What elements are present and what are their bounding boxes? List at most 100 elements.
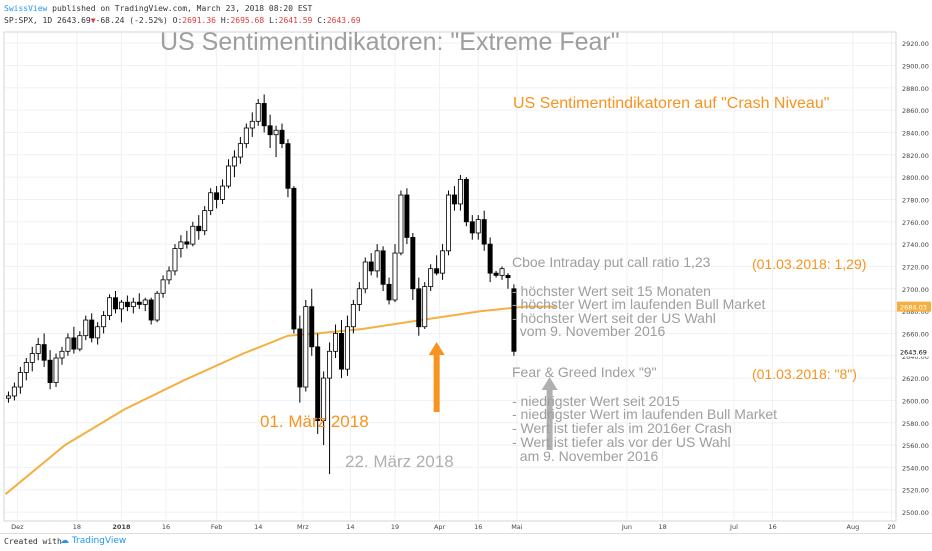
candle-body: [267, 125, 273, 136]
candle-body: [434, 268, 440, 274]
candle: [160, 275, 166, 298]
symbol-legend: SP:SPX, 1D 2643.69▼-68.24 (-2.52%) O:269…: [4, 16, 361, 25]
candle-body: [243, 127, 249, 145]
candle: [29, 346, 35, 372]
price-tick-label: 2600.00: [902, 397, 929, 405]
candle: [273, 125, 279, 158]
candle: [255, 98, 261, 126]
candle-body: [160, 279, 166, 294]
orange-arrow-label: 01. März 2018: [260, 412, 369, 431]
created-with-label: Created with: [4, 537, 62, 546]
gray-arrow: [541, 377, 558, 450]
axes: 2500.00 2520.00 2540.00 2560.00 2580.00 2600.…: [3, 31, 931, 531]
price-tick-label: 2580.00: [902, 420, 929, 428]
price-chart[interactable]: 2500.00 2520.00 2540.00 2560.00 2580.00 2600.…: [0, 0, 932, 532]
chart-subtitle: US Sentimentindikatoren auf "Crash Nivea…: [513, 95, 830, 112]
tradingview-logo[interactable]: ☁ TradingView: [60, 536, 126, 546]
candle: [410, 232, 416, 300]
candle-body: [368, 261, 374, 272]
candle: [446, 190, 451, 256]
chart-grid: [4, 32, 896, 521]
candle: [309, 288, 315, 356]
candle: [53, 353, 59, 388]
candle: [154, 291, 160, 323]
candle-body: [65, 337, 71, 352]
candle-body: [392, 252, 398, 301]
candle-body: [208, 192, 214, 212]
fg-compare: (01.03.2018: "8"): [752, 366, 857, 382]
candle-body: [5, 395, 11, 399]
candle-body: [511, 288, 517, 352]
candle-body: [493, 272, 499, 276]
candle: [303, 299, 309, 392]
last-price-tag-text: 2643.69: [900, 349, 927, 357]
date-tick-label: 19: [391, 523, 399, 531]
ma-price-tag-text: 2684.03: [900, 304, 927, 312]
candle-body: [47, 359, 53, 383]
price-tick-label: 2820.00: [902, 152, 929, 160]
putcall-line-3: - höchster Wert seit der US Wahl: [512, 310, 716, 326]
fg-heading: Fear & Greed Index "9": [512, 364, 657, 380]
candle: [285, 139, 291, 198]
footer: Created with ☁ TradingView: [0, 533, 932, 551]
plot-frame: [3, 31, 897, 522]
candle-body: [440, 250, 446, 274]
date-tick-label: 16: [474, 523, 482, 531]
open-value: 2691.36: [182, 16, 216, 25]
candle: [101, 311, 107, 334]
symbol-label[interactable]: SP:SPX, 1D: [4, 16, 53, 25]
candle-body: [350, 304, 356, 328]
candle: [505, 273, 511, 289]
date-tick-label: Dez: [11, 523, 24, 531]
high-label: H:: [220, 16, 231, 25]
candle: [434, 255, 440, 276]
candle-body: [416, 288, 422, 328]
candle: [136, 293, 142, 309]
candle: [130, 297, 136, 314]
candle: [220, 179, 226, 204]
candle: [113, 291, 118, 314]
putcall-compare: (01.03.2018: 1,29): [752, 256, 867, 272]
fg-line-4: - Wert ist tiefer als vor der US Wahl: [512, 434, 731, 450]
price-tick-label: 2840.00: [902, 129, 929, 137]
last-price-tag: [897, 346, 931, 357]
price-tick-label: 2740.00: [902, 241, 929, 249]
candle-body: [273, 129, 279, 136]
candle-body: [481, 219, 487, 245]
candle: [297, 315, 303, 403]
open-label: O:: [172, 16, 183, 25]
candle: [451, 186, 457, 211]
candle-body: [297, 328, 303, 388]
price-tick-label: 2720.00: [902, 263, 929, 271]
candle-body: [142, 299, 148, 305]
candle-body: [237, 143, 243, 158]
candle-body: [190, 225, 196, 245]
candle-body: [303, 306, 309, 388]
orange-arrow-shaft: [433, 354, 440, 412]
ma-line: [4, 305, 556, 495]
candle-body: [398, 194, 404, 254]
candle-body: [166, 270, 172, 281]
close-value: 2643.69: [326, 16, 361, 25]
date-tick-label: Jul: [729, 523, 738, 531]
author-name[interactable]: SwissView: [4, 4, 48, 13]
date-tick-label: Apr: [434, 523, 446, 531]
candle-body: [59, 350, 65, 359]
candle: [190, 221, 196, 247]
fg-line-5: am 9. November 2016: [512, 448, 659, 464]
candle-body: [196, 225, 202, 232]
candle: [511, 284, 517, 356]
candle-body: [380, 250, 386, 285]
candle-body: [422, 286, 428, 328]
date-tick-label: Mrz: [297, 523, 309, 531]
price-tick-label: 2640.00: [902, 353, 929, 361]
candle: [65, 333, 71, 356]
candle: [59, 346, 65, 365]
candle: [71, 326, 77, 354]
candle-body: [95, 326, 101, 339]
candle-body: [457, 178, 463, 205]
candle: [457, 174, 463, 211]
candle-body: [202, 210, 208, 232]
candle-body: [327, 350, 333, 379]
candle: [398, 190, 404, 256]
